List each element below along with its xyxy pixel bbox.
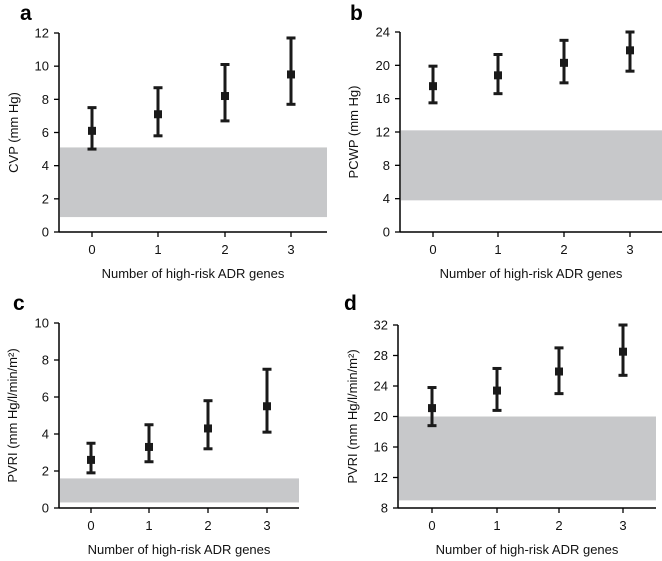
y-axis-title-b: PCWP (mm Hg) <box>346 86 361 179</box>
x-tick-label-a-2: 2 <box>221 242 228 257</box>
reference-band-b <box>401 130 662 201</box>
reference-band-a <box>60 147 327 218</box>
x-tick-label-b-2: 2 <box>560 242 567 257</box>
y-tick-label-b-20: 20 <box>376 58 390 73</box>
x-tick-label-d-2: 2 <box>555 518 562 533</box>
data-point-c-3 <box>263 402 271 411</box>
y-tick-label-b-0: 0 <box>383 225 390 240</box>
x-tick-label-c-0: 0 <box>87 518 94 533</box>
reference-band-c <box>60 478 299 503</box>
x-tick-label-a-0: 0 <box>88 242 95 257</box>
y-tick-label-d-32: 32 <box>374 318 388 333</box>
y-tick-label-d-8: 8 <box>381 501 388 516</box>
data-point-c-1 <box>145 442 153 451</box>
data-point-a-0 <box>88 126 96 135</box>
x-tick-label-b-3: 3 <box>626 242 633 257</box>
y-tick-label-c-8: 8 <box>42 353 49 368</box>
x-tick-label-d-1: 1 <box>493 518 500 533</box>
x-axis-title-c: Number of high-risk ADR genes <box>88 542 271 557</box>
y-tick-label-a-0: 0 <box>42 225 49 240</box>
y-tick-label-d-20: 20 <box>374 409 388 424</box>
x-tick-label-b-1: 1 <box>494 242 501 257</box>
x-tick-label-c-3: 3 <box>263 518 270 533</box>
data-point-b-0 <box>429 82 437 91</box>
x-tick-label-c-1: 1 <box>145 518 152 533</box>
data-point-a-2 <box>221 92 229 101</box>
y-tick-label-d-12: 12 <box>374 470 388 485</box>
y-tick-label-d-28: 28 <box>374 348 388 363</box>
y-tick-label-a-6: 6 <box>42 125 49 140</box>
y-axis-title-a: CVP (mm Hg) <box>6 92 21 173</box>
x-tick-label-a-3: 3 <box>287 242 294 257</box>
data-point-d-1 <box>493 386 501 395</box>
x-axis-title-a: Number of high-risk ADR genes <box>102 266 285 281</box>
data-point-b-1 <box>494 71 502 80</box>
y-tick-label-c-10: 10 <box>35 316 49 331</box>
y-axis-title-c: PVRI (mm Hg/l/min/m²) <box>5 348 20 482</box>
x-axis-title-b: Number of high-risk ADR genes <box>440 266 623 281</box>
x-tick-label-c-2: 2 <box>204 518 211 533</box>
y-tick-label-c-2: 2 <box>42 464 49 479</box>
data-point-c-2 <box>204 424 212 433</box>
x-tick-label-d-0: 0 <box>428 518 435 533</box>
y-tick-label-c-4: 4 <box>42 427 49 442</box>
y-tick-label-a-12: 12 <box>35 26 49 41</box>
data-point-b-2 <box>560 58 568 67</box>
y-tick-label-a-10: 10 <box>35 59 49 74</box>
y-tick-label-b-16: 16 <box>376 91 390 106</box>
y-tick-label-c-6: 6 <box>42 390 49 405</box>
reference-band-d <box>399 416 656 501</box>
data-point-a-1 <box>154 110 162 119</box>
y-tick-label-a-8: 8 <box>42 92 49 107</box>
x-tick-label-d-3: 3 <box>619 518 626 533</box>
y-tick-label-b-24: 24 <box>376 25 390 40</box>
y-tick-label-b-12: 12 <box>376 125 390 140</box>
data-point-d-2 <box>555 367 563 376</box>
y-tick-label-c-0: 0 <box>42 501 49 516</box>
data-point-b-3 <box>626 46 634 55</box>
x-tick-label-a-1: 1 <box>154 242 161 257</box>
y-tick-label-d-16: 16 <box>374 440 388 455</box>
data-point-c-0 <box>87 455 95 464</box>
y-tick-label-a-4: 4 <box>42 158 49 173</box>
y-tick-label-a-2: 2 <box>42 191 49 206</box>
panel-letter-c: c <box>13 292 25 315</box>
panel-letter-a: a <box>20 2 32 25</box>
x-axis-title-d: Number of high-risk ADR genes <box>436 542 619 557</box>
y-tick-label-b-8: 8 <box>383 158 390 173</box>
y-axis-title-d: PVRI (mm Hg/l/min/m²) <box>345 349 360 483</box>
data-point-d-0 <box>428 404 436 413</box>
y-tick-label-d-24: 24 <box>374 379 388 394</box>
panel-letter-b: b <box>350 2 363 25</box>
panel-letter-d: d <box>344 292 357 315</box>
y-tick-label-b-4: 4 <box>383 191 390 206</box>
x-tick-label-b-0: 0 <box>429 242 436 257</box>
data-point-d-3 <box>619 347 627 356</box>
data-point-a-3 <box>287 70 295 79</box>
